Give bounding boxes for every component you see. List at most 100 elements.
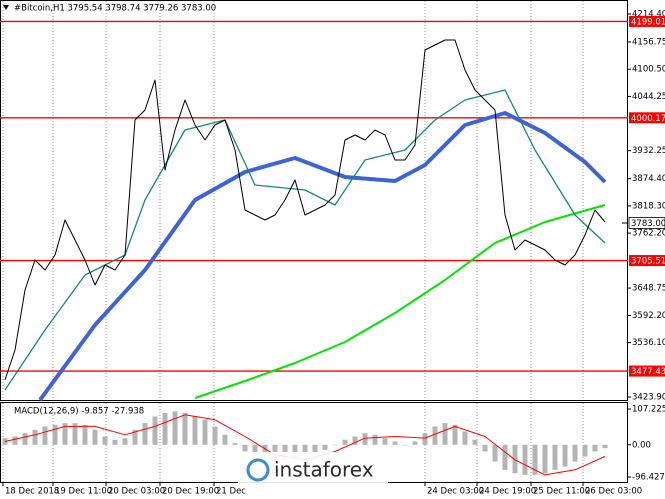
x-tick-label: 20 Dec 19:00 <box>162 487 219 497</box>
y-tick-label: 3874.40 <box>632 174 665 184</box>
y-tick-label: 0.00 <box>632 440 651 450</box>
macd-bar <box>222 434 228 445</box>
x-tick-label: 24 Dec 03:00 <box>427 487 484 497</box>
macd-bar <box>72 423 78 445</box>
macd-bar <box>202 419 208 445</box>
macd-bar <box>472 439 478 445</box>
macd-bar <box>332 444 338 446</box>
level-tag <box>629 15 665 27</box>
level-tag <box>629 112 665 124</box>
macd-bar <box>602 444 608 449</box>
level-label: 4199.01 <box>631 17 665 27</box>
macd-bar <box>92 429 98 445</box>
watermark: instaforex <box>238 452 388 488</box>
macd-bar <box>82 424 88 445</box>
x-tick-label: 24 Dec 19:00 <box>479 487 536 497</box>
moving-average <box>38 111 607 402</box>
macd-bar <box>312 444 318 454</box>
macd-bar <box>122 438 128 445</box>
macd-bar <box>492 444 498 462</box>
macd-bar <box>552 444 558 470</box>
y-tick-label: -96.427 <box>632 473 665 483</box>
macd-bar <box>32 429 38 445</box>
macd-bar <box>382 438 388 445</box>
y-tick-label: 107.225 <box>632 405 665 415</box>
macd-bar <box>592 444 598 452</box>
x-tick-label: 26 Dec 03:00 <box>585 487 642 497</box>
current-price-label: 3783.00 <box>631 219 665 229</box>
macd-bar <box>322 444 328 450</box>
x-tick-label: 18 Dec 2018 <box>5 487 59 497</box>
macd-bar <box>112 439 118 445</box>
header-arrow <box>3 5 9 10</box>
macd-bar <box>562 444 568 467</box>
macd-bar <box>572 444 578 462</box>
macd-bar <box>232 443 238 445</box>
macd-bar <box>212 426 218 445</box>
macd-bar <box>482 444 488 452</box>
macd-bar <box>62 423 68 445</box>
macd-bar <box>432 426 438 445</box>
macd-bar <box>442 423 448 445</box>
y-tick-label: 3536.10 <box>632 338 665 348</box>
y-tick-label: 3762.20 <box>632 229 665 239</box>
macd-bar <box>22 433 28 445</box>
macd-bar <box>142 423 148 445</box>
macd-bar <box>402 444 408 446</box>
macd-bar <box>502 444 508 470</box>
moving-average <box>194 204 606 399</box>
macd-bar <box>292 444 298 459</box>
y-tick-label: 3648.75 <box>632 284 665 294</box>
y-tick-label: 3932.25 <box>632 146 665 156</box>
macd-bar <box>132 429 138 445</box>
watermark-box <box>238 452 388 488</box>
macd-bar <box>172 411 178 445</box>
macd-bar <box>452 424 458 445</box>
level-label: 3477.43 <box>631 367 665 377</box>
level-tag <box>629 365 665 377</box>
macd-bar <box>302 444 308 455</box>
y-tick-label: 3818.30 <box>632 201 665 211</box>
macd-bar <box>582 444 588 457</box>
x-tick-label: 25 Dec 11:00 <box>533 487 590 497</box>
macd-bar <box>52 424 58 445</box>
x-tick-label: 21 Dec <box>216 487 246 497</box>
macd-bar <box>422 433 428 445</box>
current-price-tag <box>628 217 665 229</box>
macd-bar <box>392 441 398 445</box>
macd-bar <box>252 444 258 457</box>
macd-bar <box>362 433 368 445</box>
price-line <box>4 39 606 381</box>
level-tag <box>629 255 665 267</box>
macd-bar <box>512 444 518 474</box>
macd-bar <box>352 436 358 445</box>
header: #Bitcoin,H1 3795.54 3798.74 3779.26 3783… <box>14 4 216 14</box>
price-panel <box>0 0 628 401</box>
macd-bar <box>342 439 348 445</box>
macd-bar <box>242 444 248 452</box>
macd-bar <box>102 436 108 445</box>
watermark-text: instaforex <box>274 458 374 482</box>
macd-bar <box>532 444 538 475</box>
macd-bar <box>182 413 188 445</box>
level-label: 4000.17 <box>631 114 665 124</box>
macd-bar <box>192 416 198 445</box>
macd-bar <box>12 436 18 445</box>
x-tick-label: 19 Dec 11:00 <box>55 487 112 497</box>
y-tick-label: 4156.75 <box>632 37 665 47</box>
macd-label: MACD(12,26,9) -9.857 -27.938 <box>14 407 144 417</box>
y-tick-label: 3423.90 <box>632 392 665 402</box>
level-label: 3705.51 <box>631 257 665 267</box>
macd-bar <box>372 434 378 445</box>
y-tick-label: 4214.40 <box>632 10 665 20</box>
macd-bar <box>542 444 548 474</box>
watermark-logo <box>246 458 270 482</box>
macd-bar <box>412 441 418 445</box>
macd-bar <box>462 431 468 445</box>
macd-bar <box>42 426 48 445</box>
x-tick-label: 20 Dec 03:00 <box>108 487 165 497</box>
macd-bar <box>522 444 528 475</box>
y-tick-label: 3592.20 <box>632 311 665 321</box>
